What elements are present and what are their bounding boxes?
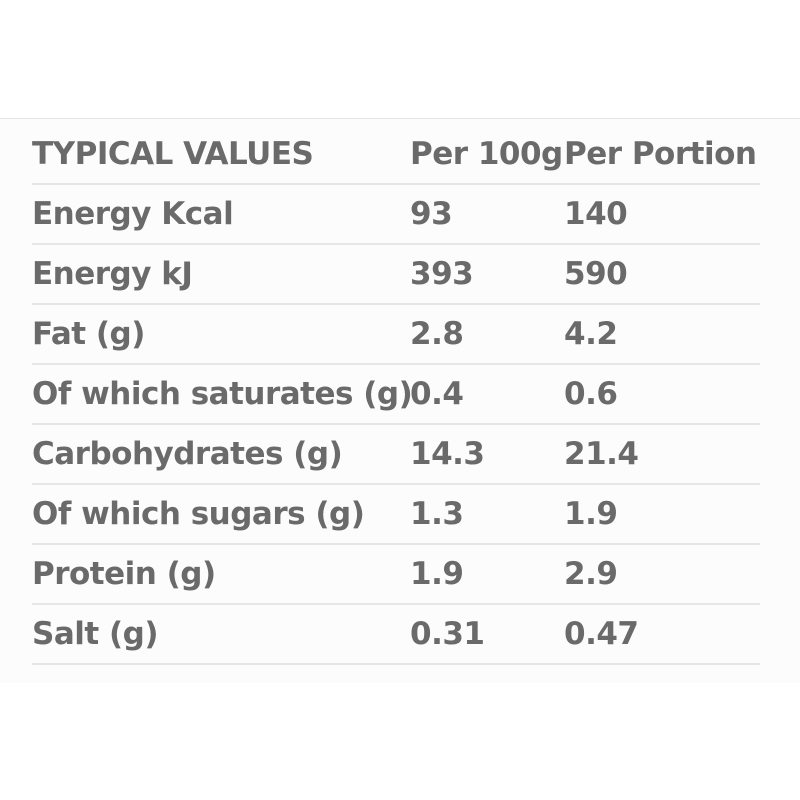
per-100g-value: 0.31: [410, 604, 564, 665]
table-row: Energy Kcal 93 140: [32, 184, 760, 245]
nutrition-panel: TYPICAL VALUES Per 100g Per Portion Ener…: [0, 118, 800, 683]
row-label: Of which saturates (g): [32, 364, 413, 425]
row-label: Carbohydrates (g): [32, 424, 410, 485]
row-label: Salt (g): [32, 604, 410, 665]
per-100g-value: 14.3: [410, 424, 564, 485]
table-row: Fat (g) 2.8 4.2: [32, 304, 760, 365]
nutrition-table: TYPICAL VALUES Per 100g Per Portion Ener…: [32, 125, 760, 665]
table-row: Of which saturates (g) 0.4 0.6: [32, 364, 760, 425]
row-label: Of which sugars (g): [32, 484, 410, 545]
table-row: Salt (g) 0.31 0.47: [32, 604, 760, 665]
row-label: Fat (g): [32, 304, 410, 365]
per-portion-value: 590: [564, 244, 760, 305]
per-portion-value: 140: [564, 184, 760, 245]
per-portion-value: 2.9: [564, 544, 760, 605]
per-100g-value: 0.4: [410, 364, 564, 425]
row-label: Protein (g): [32, 544, 410, 605]
per-portion-value: 4.2: [564, 304, 760, 365]
per-100g-value: 2.8: [410, 304, 564, 365]
per-portion-value: 0.47: [564, 604, 760, 665]
per-100g-value: 1.3: [410, 484, 564, 545]
header-per-portion: Per Portion: [564, 125, 760, 185]
table-row: Protein (g) 1.9 2.9: [32, 544, 760, 605]
table-row: Of which sugars (g) 1.3 1.9: [32, 484, 760, 545]
per-100g-value: 393: [410, 244, 564, 305]
header-typical-values: TYPICAL VALUES: [32, 125, 410, 185]
per-portion-value: 1.9: [564, 484, 760, 545]
table-header-row: TYPICAL VALUES Per 100g Per Portion: [32, 125, 760, 185]
table-row: Energy kJ 393 590: [32, 244, 760, 305]
per-portion-value: 0.6: [564, 364, 760, 425]
table-row: Carbohydrates (g) 14.3 21.4: [32, 424, 760, 485]
header-per-100g: Per 100g: [410, 125, 564, 185]
per-100g-value: 93: [410, 184, 564, 245]
row-label: Energy Kcal: [32, 184, 410, 245]
per-100g-value: 1.9: [410, 544, 564, 605]
per-portion-value: 21.4: [564, 424, 760, 485]
row-label: Energy kJ: [32, 244, 410, 305]
